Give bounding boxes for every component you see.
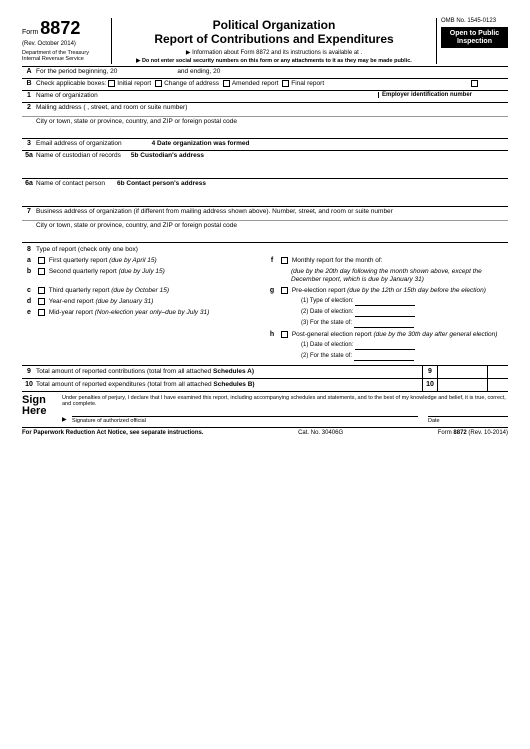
department: Department of the Treasury Internal Reve…: [22, 50, 107, 62]
mailing-address[interactable]: Mailing address ( , street, and room or …: [36, 104, 508, 112]
title-line1: Political Organization: [116, 18, 432, 32]
cb-8d[interactable]: [38, 298, 45, 305]
header-center: Political Organization Report of Contrib…: [112, 18, 436, 64]
section-8: 8 Type of report (check only one box) a …: [22, 243, 508, 366]
box-9: 9: [422, 366, 438, 378]
label-5a: 5a: [22, 152, 36, 159]
footer-right: Form 8872 (Rev. 10-2014): [438, 430, 508, 436]
row-2-city: City or town, state or province, country…: [22, 117, 508, 139]
business-address[interactable]: Business address of organization (if dif…: [36, 208, 508, 216]
contact[interactable]: Name of contact person6b Contact person'…: [36, 180, 508, 188]
row-6a: 6a Name of contact person6b Contact pers…: [22, 179, 508, 207]
label-9: 9: [22, 368, 36, 375]
cb-8b[interactable]: [38, 268, 45, 275]
cb-8g[interactable]: [281, 287, 288, 294]
label-6a: 6a: [22, 180, 36, 187]
public-inspection-box: Open to PublicInspection: [441, 27, 508, 48]
cb-final[interactable]: [282, 80, 289, 87]
sign-here-label: Sign Here: [22, 395, 62, 424]
label-B: B: [22, 80, 36, 87]
footer-left: For Paperwork Reduction Act Notice, see …: [22, 430, 204, 436]
signature-arrow-icon: ▶: [62, 416, 72, 424]
business-city[interactable]: City or town, state or province, country…: [36, 222, 508, 230]
label-10: 10: [22, 381, 36, 388]
ein-label[interactable]: Employer identification number: [378, 92, 508, 98]
row-1: 1 Name of organization Employer identifi…: [22, 91, 508, 103]
row-9: 9 Total amount of reported contributions…: [22, 366, 508, 379]
amount-10[interactable]: [438, 379, 488, 391]
row-B: B Check applicable boxes: Initial report…: [22, 79, 508, 91]
date-field[interactable]: Date: [428, 416, 508, 424]
label-7: 7: [22, 208, 36, 215]
header-right: OMB No. 1545-0123 Open to PublicInspecti…: [436, 18, 508, 64]
checkboxes-B: Check applicable boxes: Initial report C…: [36, 80, 469, 89]
row-10: 10 Total amount of reported expenditures…: [22, 379, 508, 392]
city-state[interactable]: City or town, state or province, country…: [36, 118, 508, 126]
period-text[interactable]: For the period beginning, 20and ending, …: [36, 68, 508, 76]
info-line: Information about Form 8872 and its inst…: [116, 49, 432, 56]
cb-8f[interactable]: [281, 257, 288, 264]
perjury-statement: Under penalties of perjury, I declare th…: [62, 395, 508, 408]
amount-9[interactable]: [438, 366, 488, 378]
cb-initial[interactable]: [108, 80, 115, 87]
email[interactable]: Email address of organization4 Date orga…: [36, 140, 508, 148]
form-number: Form 8872: [22, 18, 107, 39]
cb-8e[interactable]: [38, 309, 45, 316]
row-7-city: City or town, state or province, country…: [22, 221, 508, 243]
cb-8c[interactable]: [38, 287, 45, 294]
footer-mid: Cat. No. 30406G: [298, 430, 343, 436]
title-line2: Report of Contributions and Expenditures: [116, 32, 432, 46]
label-3: 3: [22, 140, 36, 147]
cb-8a[interactable]: [38, 257, 45, 264]
signature-field[interactable]: Signature of authorized official: [72, 416, 418, 424]
omb-number: OMB No. 1545-0123: [441, 18, 508, 24]
row-A: A For the period beginning, 20and ending…: [22, 67, 508, 79]
footer: For Paperwork Reduction Act Notice, see …: [22, 428, 508, 436]
warning-line: Do not enter social security numbers on …: [116, 58, 432, 64]
cb-right[interactable]: [471, 80, 478, 87]
sign-section: Sign Here Under penalties of perjury, I …: [22, 392, 508, 428]
box-10: 10: [422, 379, 438, 391]
label-1: 1: [22, 92, 36, 99]
label-8: 8: [22, 246, 36, 255]
custodian[interactable]: Name of custodian of records5b Custodian…: [36, 152, 508, 160]
header-left: Form 8872 (Rev. October 2014) Department…: [22, 18, 112, 64]
revision: (Rev. October 2014): [22, 41, 107, 47]
cb-8h[interactable]: [281, 331, 288, 338]
label-A: A: [22, 68, 36, 75]
row-7: 7 Business address of organization (if d…: [22, 207, 508, 221]
row-2: 2 Mailing address ( , street, and room o…: [22, 103, 508, 117]
form-header: Form 8872 (Rev. October 2014) Department…: [22, 18, 508, 67]
row-3: 3 Email address of organization4 Date or…: [22, 139, 508, 151]
cb-amended[interactable]: [223, 80, 230, 87]
org-name[interactable]: Name of organization: [36, 92, 378, 100]
type-of-report: Type of report (check only one box): [36, 246, 508, 255]
cb-change[interactable]: [155, 80, 162, 87]
row-5a: 5a Name of custodian of records5b Custod…: [22, 151, 508, 179]
label-2: 2: [22, 104, 36, 111]
